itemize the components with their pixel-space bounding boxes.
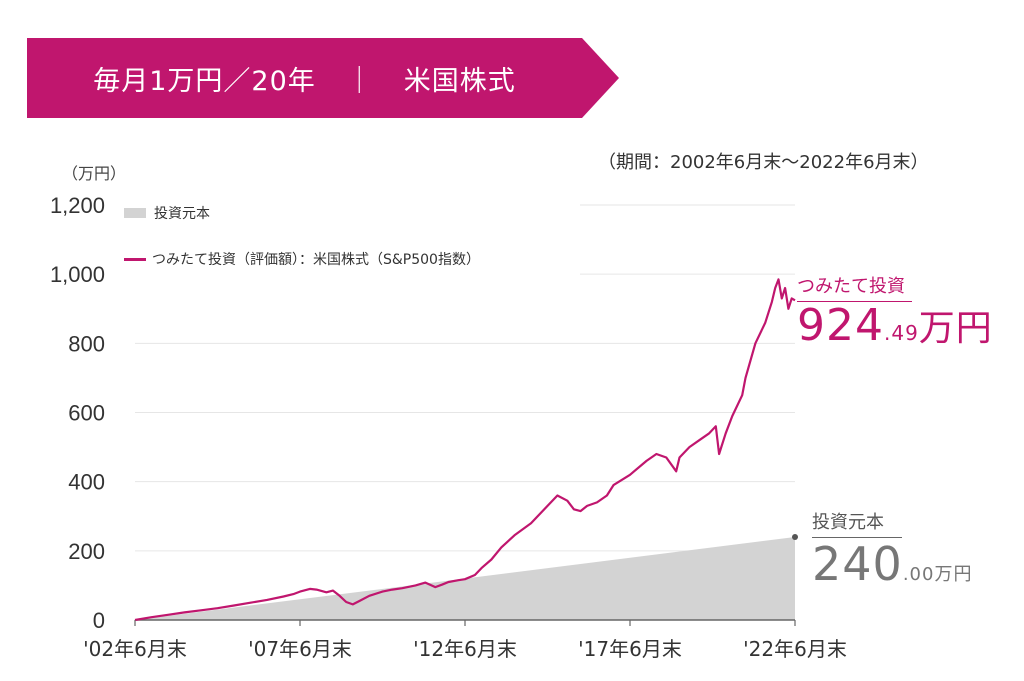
period-label: （期間：2002年6月末～2022年6月末） bbox=[598, 152, 929, 173]
banner-title-right: 米国株式 bbox=[403, 65, 516, 97]
y-tick-label: 600 bbox=[68, 401, 105, 426]
tsumitate-value-int: 924 bbox=[797, 300, 884, 351]
banner-text: 毎月1万円／20年 ｜ 米国株式 bbox=[27, 38, 582, 118]
legend-tsumitate: つみたて投資（評価額）：米国株式（S&P500指数） bbox=[124, 249, 480, 269]
principal-annotation-label: 投資元本 bbox=[812, 508, 902, 538]
banner-separator: ｜ bbox=[345, 65, 374, 97]
legend-tsumitate-label: つみたて投資（評価額）：米国株式（S&P500指数） bbox=[152, 252, 480, 268]
principal-value-unit: 万円 bbox=[934, 564, 973, 585]
y-axis-unit: （万円） bbox=[62, 164, 127, 183]
tsumitate-annotation: つみたて投資 924.49万円 bbox=[797, 272, 993, 357]
title-banner: 毎月1万円／20年 ｜ 米国株式 bbox=[27, 38, 619, 118]
tsumitate-value-dec: .49 bbox=[883, 321, 919, 345]
tsumitate-line bbox=[134, 278, 796, 622]
y-tick-label: 1,000 bbox=[50, 262, 105, 287]
legend-principal: 投資元本 bbox=[124, 203, 210, 223]
x-tick-label: '02年6月末 bbox=[83, 637, 187, 661]
x-tick-label: '12年6月末 bbox=[413, 637, 517, 661]
principal-annotation: 投資元本 240.00万円 bbox=[812, 508, 972, 601]
principal-end-marker bbox=[792, 534, 798, 540]
legend-principal-label: 投資元本 bbox=[154, 206, 210, 222]
tsumitate-annotation-label: つみたて投資 bbox=[797, 272, 912, 302]
tsumitate-value-unit: 万円 bbox=[918, 308, 993, 349]
x-tick-label: '17年6月末 bbox=[578, 637, 682, 661]
principal-value-dec: .00 bbox=[902, 564, 935, 585]
y-tick-label: 800 bbox=[68, 331, 105, 356]
banner-title-left: 毎月1万円／20年 bbox=[93, 65, 316, 97]
x-tick-label: '22年6月末 bbox=[743, 637, 847, 661]
legend-principal-swatch bbox=[124, 208, 146, 218]
tsumitate-annotation-value: 924.49万円 bbox=[797, 302, 993, 357]
y-tick-label: 200 bbox=[68, 539, 105, 564]
y-tick-label: 0 bbox=[93, 608, 105, 633]
y-tick-label: 1,200 bbox=[50, 193, 105, 218]
principal-annotation-value: 240.00万円 bbox=[812, 538, 972, 601]
legend-tsumitate-swatch bbox=[124, 257, 146, 261]
y-tick-label: 400 bbox=[68, 470, 105, 495]
x-tick-label: '07年6月末 bbox=[248, 637, 352, 661]
principal-value-int: 240 bbox=[812, 537, 903, 591]
banner-arrow-shape bbox=[27, 38, 619, 118]
